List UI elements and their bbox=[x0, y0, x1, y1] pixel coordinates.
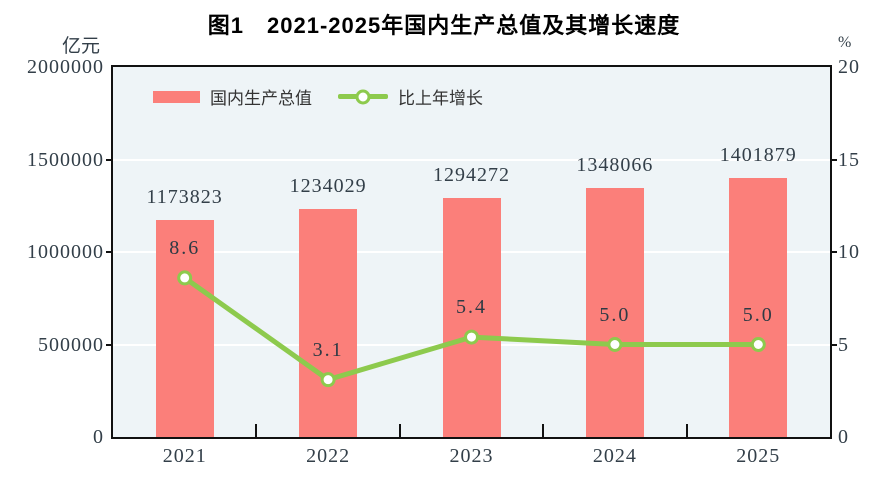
growth-value-label-2025: 5.0 bbox=[742, 303, 774, 326]
chart-legend: 国内生产总值 比上年增长 bbox=[153, 84, 483, 109]
line-marker-2024 bbox=[607, 337, 623, 352]
bar-value-label-2021: 1173823 bbox=[146, 185, 223, 208]
x-axis-label-2022: 2022 bbox=[306, 445, 351, 467]
right-axis-tick-label: 10 bbox=[838, 241, 860, 263]
line-series-marker-icon bbox=[355, 89, 371, 104]
bar-value-label-2022: 1234029 bbox=[289, 174, 367, 197]
x-axis-tick bbox=[255, 424, 258, 437]
x-axis-tick bbox=[685, 424, 688, 437]
growth-value-label-2022: 3.1 bbox=[312, 338, 344, 361]
right-axis-tick bbox=[823, 158, 837, 161]
plot-area: 国内生产总值 比上年增长 1173823 1234029 1294272 134806… bbox=[111, 65, 832, 439]
bar-2025 bbox=[729, 177, 788, 437]
left-axis-tick-label: 1500000 bbox=[27, 148, 104, 171]
growth-line-layer bbox=[177, 270, 766, 388]
left-axis-tick-label: 500000 bbox=[38, 333, 104, 356]
bar-value-label-2024: 1348066 bbox=[576, 153, 654, 176]
line-marker-2025 bbox=[750, 337, 766, 352]
left-axis-tick-label: 1000000 bbox=[27, 241, 104, 263]
bar-2022 bbox=[299, 208, 358, 437]
line-marker-2022 bbox=[320, 372, 336, 388]
bar-value-label-2025: 1401879 bbox=[719, 143, 797, 166]
x-axis-tick bbox=[542, 424, 545, 437]
right-axis-tick bbox=[823, 343, 837, 346]
bar-2023 bbox=[442, 197, 501, 437]
line-marker-2021 bbox=[177, 270, 193, 286]
bar-value-label-2023: 1294272 bbox=[433, 163, 510, 186]
x-axis-tick bbox=[398, 424, 401, 437]
growth-value-label-2023: 5.4 bbox=[456, 296, 487, 319]
legend-item-gdp: 国内生产总值 bbox=[153, 84, 312, 109]
right-axis-tick-label: 15 bbox=[838, 148, 860, 171]
line-marker-2023 bbox=[464, 329, 479, 345]
x-axis-label-2023: 2023 bbox=[449, 445, 494, 467]
x-axis-label-2021: 2021 bbox=[162, 445, 207, 467]
right-axis-tick bbox=[823, 251, 837, 253]
bar-series-legend-label: 国内生产总值 bbox=[210, 89, 312, 108]
right-axis-tick-label: 20 bbox=[838, 56, 860, 78]
growth-value-label-2021: 8.6 bbox=[169, 236, 201, 259]
bar-2021 bbox=[155, 219, 214, 437]
left-axis-tick-label: 0 bbox=[93, 426, 104, 448]
growth-value-label-2024: 5.0 bbox=[599, 303, 631, 326]
bar-series-swatch bbox=[153, 90, 200, 103]
chart-title: 图1 2021-2025年国内生产总值及其增长速度 bbox=[207, 13, 681, 38]
legend-item-growth: 比上年增长 bbox=[338, 84, 483, 109]
line-series-legend-label: 比上年增长 bbox=[398, 89, 483, 108]
right-axis-unit-label: % bbox=[838, 34, 852, 51]
x-axis-label-2025: 2025 bbox=[736, 445, 781, 467]
line-series-sample bbox=[338, 89, 388, 104]
growth-line bbox=[182, 275, 761, 383]
right-axis-tick-label: 0 bbox=[838, 426, 849, 448]
gridline bbox=[113, 158, 830, 161]
right-axis-tick-label: 5 bbox=[838, 333, 849, 356]
left-axis-tick-label: 2000000 bbox=[27, 56, 104, 78]
bar-2024 bbox=[585, 187, 644, 437]
left-axis-unit-label: 亿元 bbox=[61, 36, 100, 57]
x-axis-label-2024: 2024 bbox=[592, 445, 637, 467]
